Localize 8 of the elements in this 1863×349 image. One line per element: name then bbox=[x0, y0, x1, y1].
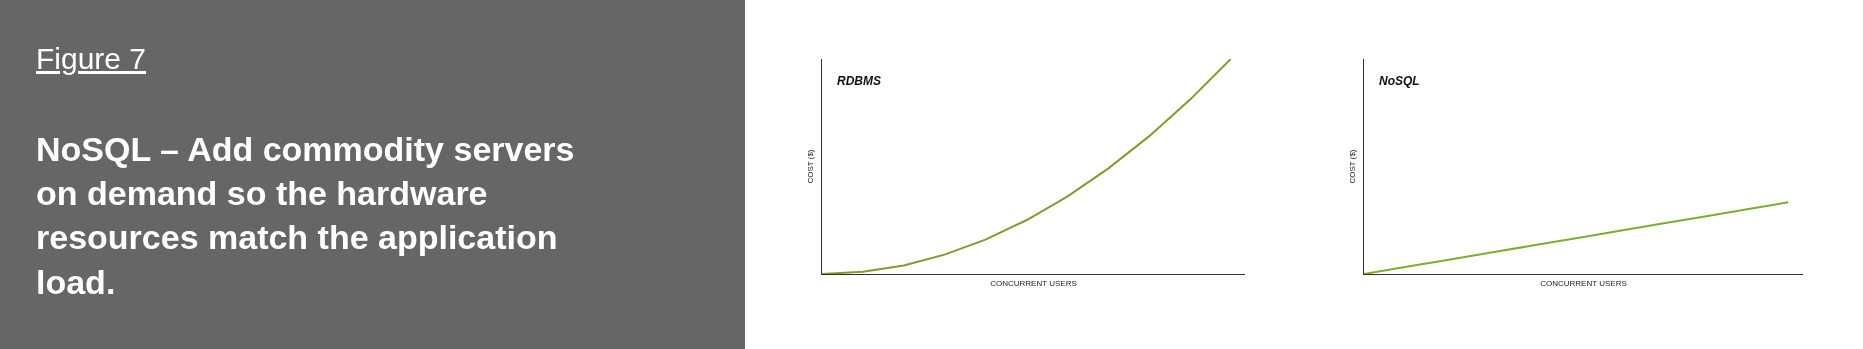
chart-title: NoSQL bbox=[1379, 74, 1420, 88]
y-axis-title: COST ($) bbox=[805, 149, 815, 184]
y-axis-title: COST ($) bbox=[1347, 149, 1357, 184]
x-axis-title: CONCURRENT USERS bbox=[1540, 279, 1627, 289]
text: Figure 7 bbox=[36, 42, 147, 75]
x-axis-title: CONCURRENT USERS bbox=[990, 279, 1077, 289]
text: NoSQL – Add commodity servers on demand so the hardware resources match the application load. bbox=[36, 130, 575, 301]
text: RDBMS bbox=[837, 74, 881, 88]
